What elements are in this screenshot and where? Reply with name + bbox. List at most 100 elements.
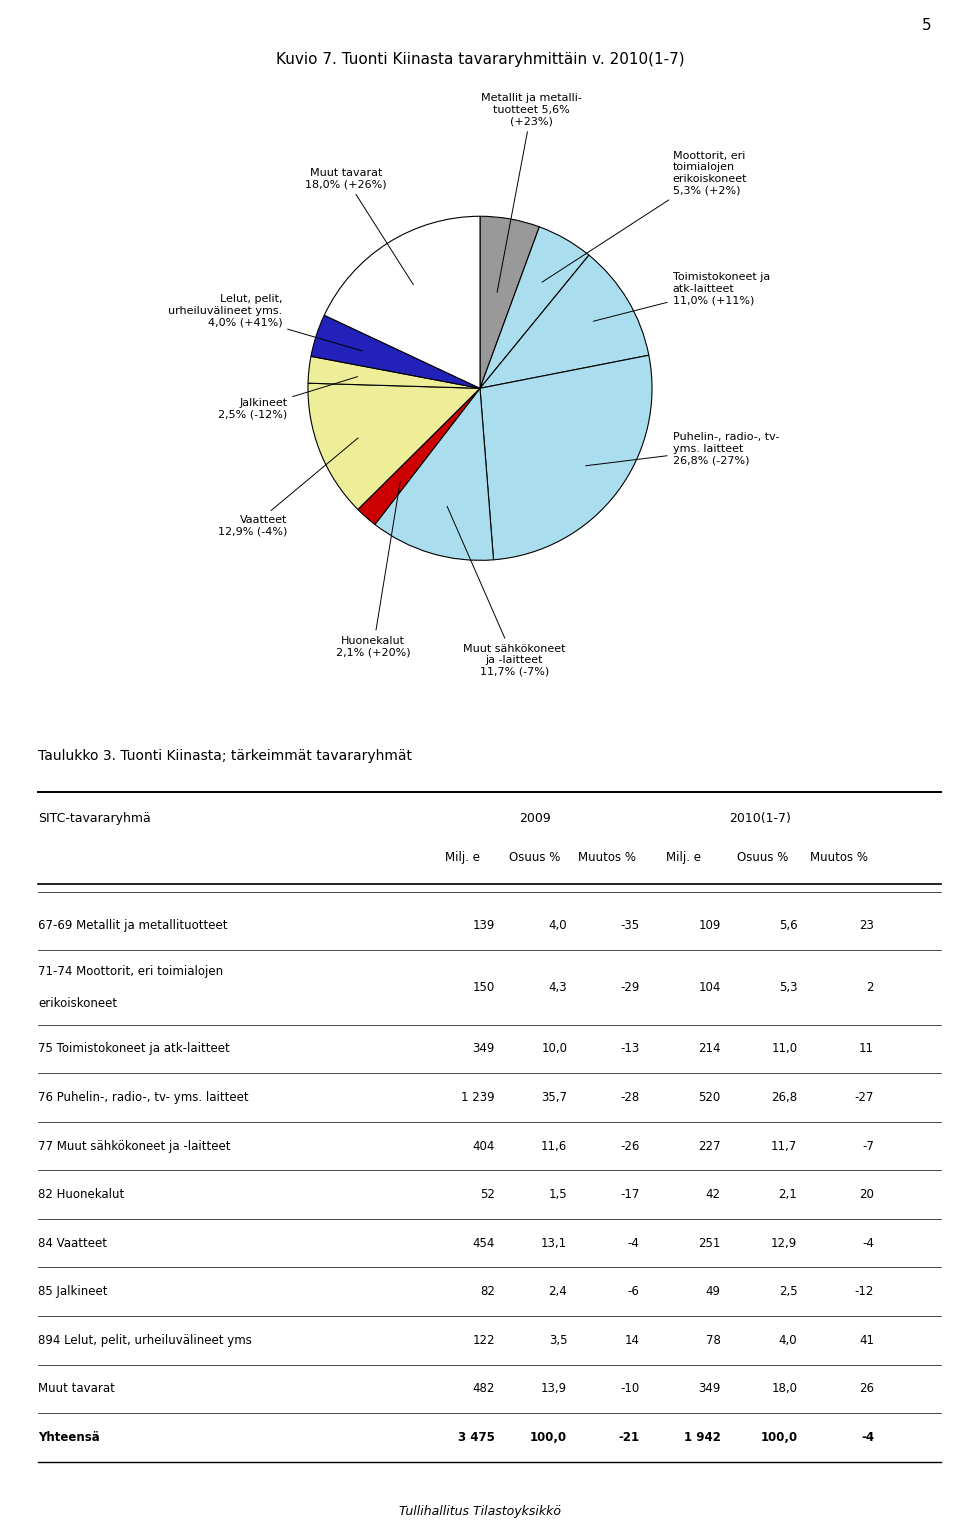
- Text: 78: 78: [706, 1333, 721, 1347]
- Text: -4: -4: [861, 1432, 874, 1444]
- Wedge shape: [480, 227, 588, 389]
- Text: Jalkineet
2,5% (-12%): Jalkineet 2,5% (-12%): [218, 376, 357, 419]
- Text: 404: 404: [472, 1140, 495, 1152]
- Text: -12: -12: [854, 1286, 874, 1298]
- Text: 13,1: 13,1: [541, 1236, 567, 1250]
- Text: 2,1: 2,1: [779, 1189, 798, 1201]
- Text: Muut tavarat
18,0% (+26%): Muut tavarat 18,0% (+26%): [305, 167, 414, 284]
- Text: 214: 214: [698, 1043, 721, 1055]
- Text: 349: 349: [698, 1382, 721, 1395]
- Text: -28: -28: [620, 1091, 639, 1104]
- Text: 52: 52: [480, 1189, 495, 1201]
- Text: -4: -4: [862, 1236, 874, 1250]
- Wedge shape: [358, 389, 480, 524]
- Text: Muutos %: Muutos %: [578, 851, 636, 865]
- Text: 85 Jalkineet: 85 Jalkineet: [38, 1286, 108, 1298]
- Wedge shape: [480, 217, 540, 389]
- Text: 75 Toimistokoneet ja atk-laitteet: 75 Toimistokoneet ja atk-laitteet: [38, 1043, 230, 1055]
- Text: 139: 139: [472, 920, 495, 932]
- Text: 26: 26: [859, 1382, 874, 1395]
- Text: 2: 2: [867, 982, 874, 994]
- Text: 4,0: 4,0: [779, 1333, 798, 1347]
- Text: 3 475: 3 475: [458, 1432, 495, 1444]
- Text: Milj. e: Milj. e: [445, 851, 480, 865]
- Text: Puhelin-, radio-, tv-
yms. laitteet
26,8% (-27%): Puhelin-, radio-, tv- yms. laitteet 26,8…: [586, 432, 780, 465]
- Text: -21: -21: [618, 1432, 639, 1444]
- Text: 49: 49: [706, 1286, 721, 1298]
- Text: 4,3: 4,3: [548, 982, 567, 994]
- Text: -27: -27: [854, 1091, 874, 1104]
- Text: Moottorit, eri
toimialojen
erikoiskoneet
5,3% (+2%): Moottorit, eri toimialojen erikoiskoneet…: [542, 151, 747, 283]
- Text: 5,6: 5,6: [779, 920, 798, 932]
- Text: 100,0: 100,0: [530, 1432, 567, 1444]
- Text: Tullihallitus Tilastoyksikkö: Tullihallitus Tilastoyksikkö: [399, 1505, 561, 1518]
- Text: 11,7: 11,7: [771, 1140, 798, 1152]
- Text: SITC-tavararyhmä: SITC-tavararyhmä: [38, 813, 151, 825]
- Text: Osuus %: Osuus %: [509, 851, 561, 865]
- Text: 2009: 2009: [518, 813, 551, 825]
- Text: 150: 150: [472, 982, 495, 994]
- Text: Toimistokoneet ja
atk-laitteet
11,0% (+11%): Toimistokoneet ja atk-laitteet 11,0% (+1…: [593, 272, 770, 321]
- Text: 349: 349: [472, 1043, 495, 1055]
- Wedge shape: [480, 355, 652, 559]
- Text: -4: -4: [628, 1236, 639, 1250]
- Text: 251: 251: [698, 1236, 721, 1250]
- Text: 454: 454: [472, 1236, 495, 1250]
- Text: Muutos %: Muutos %: [810, 851, 868, 865]
- Text: -7: -7: [862, 1140, 874, 1152]
- Text: Muut tavarat: Muut tavarat: [38, 1382, 115, 1395]
- Text: 84 Vaatteet: 84 Vaatteet: [38, 1236, 108, 1250]
- Text: Lelut, pelit,
urheiluvälineet yms.
4,0% (+41%): Lelut, pelit, urheiluvälineet yms. 4,0% …: [168, 295, 363, 352]
- Text: Muut sähkökoneet
ja -laitteet
11,7% (-7%): Muut sähkökoneet ja -laitteet 11,7% (-7%…: [447, 507, 565, 677]
- Text: -10: -10: [620, 1382, 639, 1395]
- Text: 122: 122: [472, 1333, 495, 1347]
- Text: 3,5: 3,5: [549, 1333, 567, 1347]
- Wedge shape: [308, 356, 480, 389]
- Wedge shape: [375, 389, 493, 561]
- Text: 35,7: 35,7: [541, 1091, 567, 1104]
- Text: 11,0: 11,0: [771, 1043, 798, 1055]
- Text: Metallit ja metalli-
tuotteet 5,6%
(+23%): Metallit ja metalli- tuotteet 5,6% (+23%…: [481, 94, 582, 292]
- Text: 10,0: 10,0: [541, 1043, 567, 1055]
- Text: 82: 82: [480, 1286, 495, 1298]
- Text: 23: 23: [859, 920, 874, 932]
- Text: 77 Muut sähkökoneet ja -laitteet: 77 Muut sähkökoneet ja -laitteet: [38, 1140, 231, 1152]
- Text: -29: -29: [620, 982, 639, 994]
- Text: 227: 227: [698, 1140, 721, 1152]
- Text: 71-74 Moottorit, eri toimialojen: 71-74 Moottorit, eri toimialojen: [38, 965, 224, 977]
- Text: 482: 482: [472, 1382, 495, 1395]
- Text: 12,9: 12,9: [771, 1236, 798, 1250]
- Text: -26: -26: [620, 1140, 639, 1152]
- Text: 11,6: 11,6: [540, 1140, 567, 1152]
- Text: 104: 104: [698, 982, 721, 994]
- Text: -17: -17: [620, 1189, 639, 1201]
- Text: 2010(1-7): 2010(1-7): [730, 813, 791, 825]
- Text: Yhteensä: Yhteensä: [38, 1432, 100, 1444]
- Text: Vaatteet
12,9% (-4%): Vaatteet 12,9% (-4%): [218, 438, 358, 536]
- Text: 4,0: 4,0: [548, 920, 567, 932]
- Text: -6: -6: [628, 1286, 639, 1298]
- Wedge shape: [311, 315, 480, 389]
- Text: 1 239: 1 239: [462, 1091, 495, 1104]
- Text: 5: 5: [922, 18, 931, 34]
- Text: 13,9: 13,9: [541, 1382, 567, 1395]
- Text: -13: -13: [620, 1043, 639, 1055]
- Text: 2,5: 2,5: [779, 1286, 798, 1298]
- Text: erikoiskoneet: erikoiskoneet: [38, 997, 117, 1011]
- Text: 42: 42: [706, 1189, 721, 1201]
- Text: 894 Lelut, pelit, urheiluvälineet yms: 894 Lelut, pelit, urheiluvälineet yms: [38, 1333, 252, 1347]
- Text: 20: 20: [859, 1189, 874, 1201]
- Wedge shape: [480, 255, 649, 389]
- Text: -35: -35: [620, 920, 639, 932]
- Text: Huonekalut
2,1% (+20%): Huonekalut 2,1% (+20%): [336, 482, 411, 657]
- Text: 5,3: 5,3: [779, 982, 798, 994]
- Text: 26,8: 26,8: [771, 1091, 798, 1104]
- Text: Osuus %: Osuus %: [737, 851, 788, 865]
- Text: 76 Puhelin-, radio-, tv- yms. laitteet: 76 Puhelin-, radio-, tv- yms. laitteet: [38, 1091, 249, 1104]
- Text: 520: 520: [698, 1091, 721, 1104]
- Text: 67-69 Metallit ja metallituotteet: 67-69 Metallit ja metallituotteet: [38, 920, 228, 932]
- Text: 14: 14: [624, 1333, 639, 1347]
- Text: 18,0: 18,0: [771, 1382, 798, 1395]
- Wedge shape: [308, 382, 480, 510]
- Text: Taulukko 3. Tuonti Kiinasta; tärkeimmät tavararyhmät: Taulukko 3. Tuonti Kiinasta; tärkeimmät …: [38, 750, 413, 763]
